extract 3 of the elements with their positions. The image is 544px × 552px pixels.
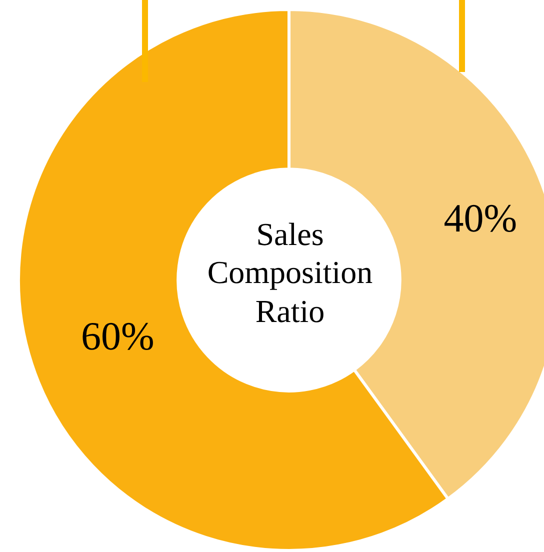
data-label: 40% xyxy=(444,196,518,241)
text: Sales Composition Ratio xyxy=(206,215,374,330)
data-label: 60% xyxy=(80,313,154,358)
